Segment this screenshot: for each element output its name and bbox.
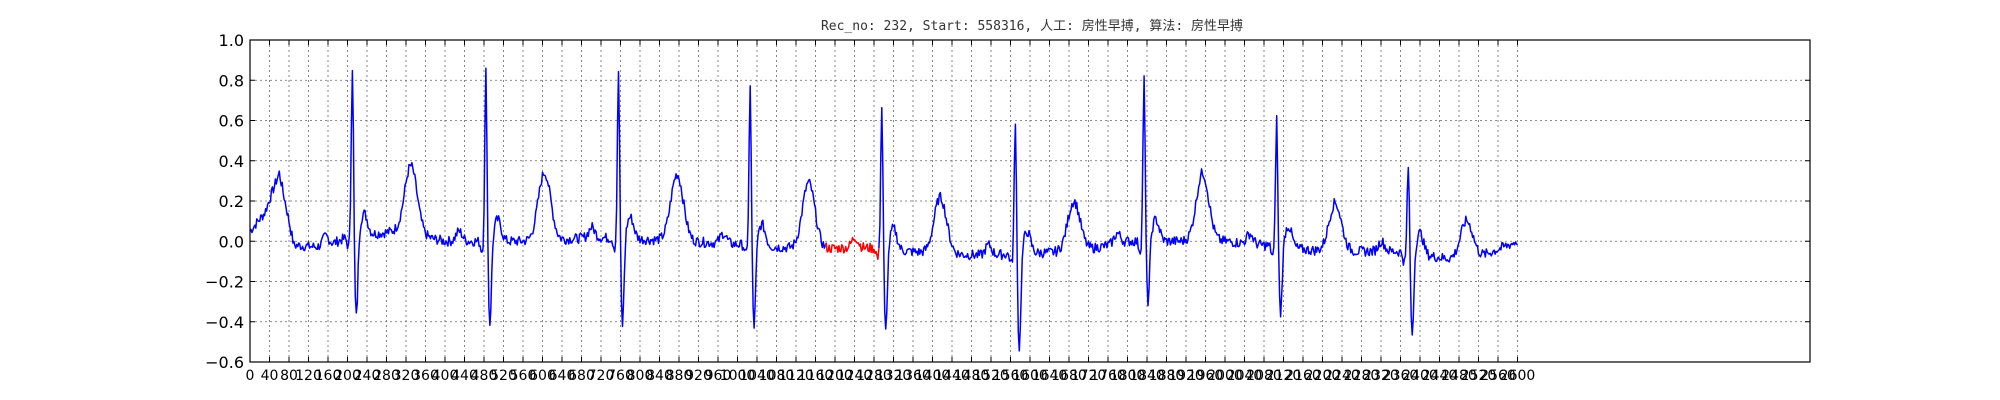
x-tick-label: 2280: [1344, 368, 1380, 384]
y-axis: −0.6 −0.4 −0.2 0.0 0.2 0.4 0.6 0.8 1.0: [205, 31, 1810, 372]
x-tick-label: 1080: [759, 368, 795, 384]
x-tick-label: 1840: [1129, 368, 1165, 384]
x-tick-label: 1440: [934, 368, 970, 384]
x-tick-label: 880: [666, 368, 693, 384]
x-tick-label: 2320: [1363, 368, 1399, 384]
x-tick-label: 2600: [1500, 368, 1536, 384]
x-tick-label: 1680: [1051, 368, 1087, 384]
y-tick-label: 0.4: [219, 152, 244, 171]
x-tick-label: 440: [451, 368, 478, 384]
y-tick-label: −0.6: [205, 353, 244, 372]
x-tick-label: 640: [549, 368, 576, 384]
x-tick-label: 920: [685, 368, 712, 384]
x-tick-label: 1160: [798, 368, 834, 384]
x-tick-label: 1040: [739, 368, 775, 384]
x-tick-label: 1920: [1168, 368, 1204, 384]
x-tick-label: 1400: [915, 368, 951, 384]
chart-title: Rec_no: 232, Start: 558316, 人工: 房性早搏, 算法…: [821, 18, 1243, 34]
x-tick-label: 2360: [1383, 368, 1419, 384]
x-tick-label: 1720: [1071, 368, 1107, 384]
y-tick-label: −0.4: [205, 313, 244, 332]
x-tick-label: 1760: [1090, 368, 1126, 384]
x-tick-label: 760: [607, 368, 634, 384]
x-tick-label: 1480: [954, 368, 990, 384]
x-tick-label: 0: [246, 368, 255, 384]
ecg-series-1-segment-0: [824, 236, 880, 261]
x-tick-label: 1000: [720, 368, 756, 384]
x-tick-label: 1960: [1188, 368, 1224, 384]
grid: [249, 39, 1810, 363]
x-tick-label: 1200: [817, 368, 853, 384]
x-tick-label: 1600: [1012, 368, 1048, 384]
x-tick-label: 840: [646, 368, 673, 384]
x-tick-label: 2160: [1285, 368, 1321, 384]
y-tick-label: 0.0: [219, 232, 244, 251]
x-tick-label: 2560: [1480, 368, 1516, 384]
x-tick-label: 560: [510, 368, 537, 384]
x-tick-label: 400: [432, 368, 459, 384]
x-tick-label: 40: [261, 368, 279, 384]
x-tick-label: 120: [295, 368, 322, 384]
x-tick-label: 720: [588, 368, 615, 384]
y-tick-label: 0.6: [219, 112, 244, 131]
x-axis: 0 40 8012016020024028032036040044048052056…: [246, 40, 1536, 384]
y-tick-label: −0.2: [205, 273, 244, 292]
x-tick-label: 2240: [1324, 368, 1360, 384]
x-tick-label: 1280: [856, 368, 892, 384]
ecg-series-0-segment-0: [249, 67, 827, 329]
x-tick-label: 1880: [1149, 368, 1185, 384]
x-tick-label: 2080: [1246, 368, 1282, 384]
x-tick-label: 280: [373, 368, 400, 384]
y-tick-label: 0.2: [219, 192, 244, 211]
x-tick-label: 1240: [837, 368, 873, 384]
x-tick-label: 2120: [1266, 368, 1302, 384]
x-tick-label: 1800: [1110, 368, 1146, 384]
x-tick-label: 1560: [993, 368, 1029, 384]
x-tick-label: 80: [280, 368, 298, 384]
x-tick-label: 1320: [876, 368, 912, 384]
y-tick-label: 1.0: [219, 31, 244, 50]
x-tick-label: 2400: [1402, 368, 1438, 384]
x-tick-label: 2520: [1461, 368, 1497, 384]
x-tick-label: 600: [529, 368, 556, 384]
x-tick-label: 520: [490, 368, 517, 384]
x-tick-label: 240: [354, 368, 381, 384]
x-tick-label: 160: [315, 368, 342, 384]
x-tick-label: 2480: [1441, 368, 1477, 384]
x-tick-label: 200: [334, 368, 361, 384]
ecg-series-0-segment-1: [878, 75, 1519, 352]
x-tick-label: 2440: [1422, 368, 1458, 384]
x-tick-label: 680: [568, 368, 595, 384]
y-tick-label: 0.8: [219, 71, 244, 90]
x-tick-label: 960: [705, 368, 732, 384]
x-tick-label: 360: [412, 368, 439, 384]
x-tick-label: 1520: [973, 368, 1009, 384]
x-tick-label: 1120: [778, 368, 814, 384]
x-tick-label: 800: [627, 368, 654, 384]
x-tick-label: 320: [393, 368, 420, 384]
x-tick-label: 2200: [1305, 368, 1341, 384]
x-tick-label: 1640: [1032, 368, 1068, 384]
plot-lines: [249, 67, 1519, 352]
x-tick-label: 480: [471, 368, 498, 384]
x-tick-label: 2040: [1227, 368, 1263, 384]
x-tick-label: 2000: [1207, 368, 1243, 384]
x-tick-label: 1360: [895, 368, 931, 384]
